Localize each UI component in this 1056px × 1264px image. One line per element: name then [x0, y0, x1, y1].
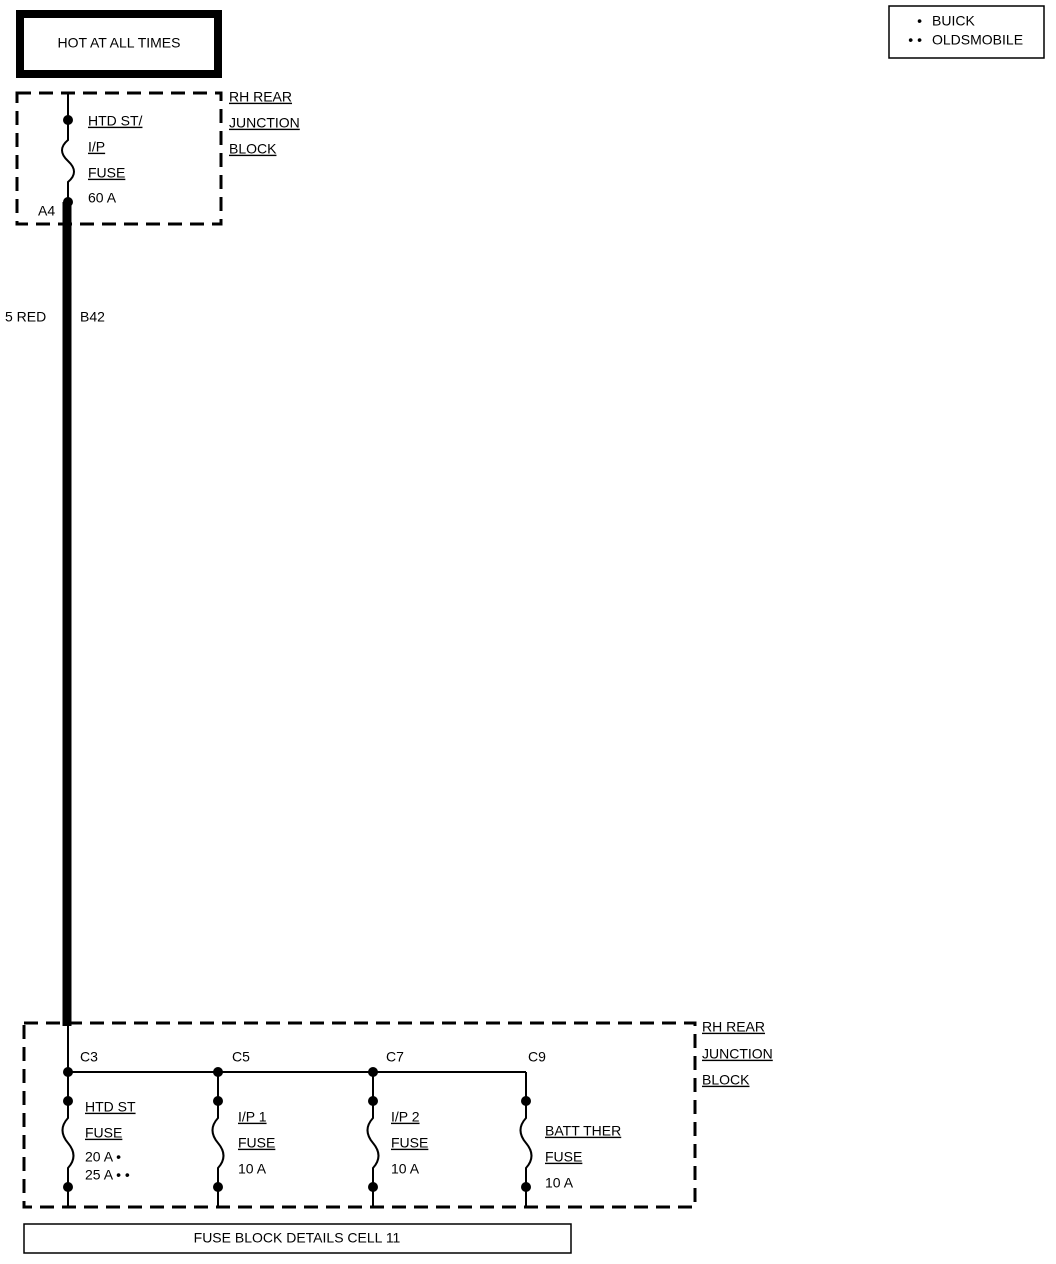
fuse-rating: 25 A • • [85, 1167, 130, 1183]
fuse-label: HTD ST [85, 1099, 136, 1115]
fuse-rating: 20 A • [85, 1149, 121, 1165]
fuse-rating: 10 A [391, 1161, 420, 1177]
terminal-label: C9 [528, 1049, 546, 1065]
junction-block-outline [15, 91, 223, 226]
block-label: JUNCTION [229, 115, 300, 131]
connector-dot [213, 1096, 223, 1106]
wire-color: 5 RED [5, 309, 46, 325]
fuse-symbol [61, 120, 75, 202]
terminal-label: A4 [38, 203, 55, 219]
legend-symbol: • • [908, 32, 922, 48]
fuse-label: FUSE [545, 1149, 582, 1165]
fuse-label: I/P 1 [238, 1109, 267, 1125]
circuit-number: B42 [80, 309, 105, 325]
fuse-label: FUSE [238, 1135, 275, 1151]
fuse-symbol [61, 1072, 75, 1207]
terminal-label: C7 [386, 1049, 404, 1065]
fuse-rating: 10 A [238, 1161, 267, 1177]
connector-dot [63, 115, 73, 125]
connector-dot [63, 1096, 73, 1106]
fuse-label: FUSE [391, 1135, 428, 1151]
source-label: HOT AT ALL TIMES [58, 35, 181, 51]
fuse-label: I/P [88, 139, 105, 155]
connector-dot [213, 1182, 223, 1192]
fuse-rating: 60 A [88, 190, 117, 206]
connector-dot [63, 1067, 73, 1077]
fuse-rating: 10 A [545, 1175, 574, 1191]
connector-dot [521, 1182, 531, 1192]
connector-dot [368, 1096, 378, 1106]
legend-label: BUICK [932, 13, 975, 29]
fuse-label: FUSE [88, 165, 125, 181]
connector-dot [521, 1096, 531, 1106]
block-label: BLOCK [702, 1072, 750, 1088]
connector-dot [368, 1182, 378, 1192]
terminal-label: C5 [232, 1049, 250, 1065]
legend-label: OLDSMOBILE [932, 32, 1023, 48]
fuse-symbol [211, 1072, 225, 1207]
block-label: RH REAR [702, 1019, 765, 1035]
fuse-label: I/P 2 [391, 1109, 420, 1125]
block-label: BLOCK [229, 141, 277, 157]
block-label: RH REAR [229, 89, 292, 105]
source-box [16, 10, 222, 78]
fuse-symbol [366, 1072, 380, 1207]
junction-block-outline [22, 1021, 697, 1209]
terminal-label: C3 [80, 1049, 98, 1065]
block-label: JUNCTION [702, 1046, 773, 1062]
fuse-label: HTD ST/ [88, 113, 143, 129]
legend-box [888, 5, 1045, 59]
connector-dot [368, 1067, 378, 1077]
connector-dot [63, 1182, 73, 1192]
fuse-label: BATT THER [545, 1123, 621, 1139]
legend-symbol: • [917, 13, 922, 29]
fuse-label: FUSE [85, 1125, 122, 1141]
footer-label: FUSE BLOCK DETAILS CELL 11 [194, 1230, 401, 1246]
footer-box [23, 1223, 572, 1254]
fuse-symbol [519, 1072, 533, 1207]
connector-dot [213, 1067, 223, 1077]
